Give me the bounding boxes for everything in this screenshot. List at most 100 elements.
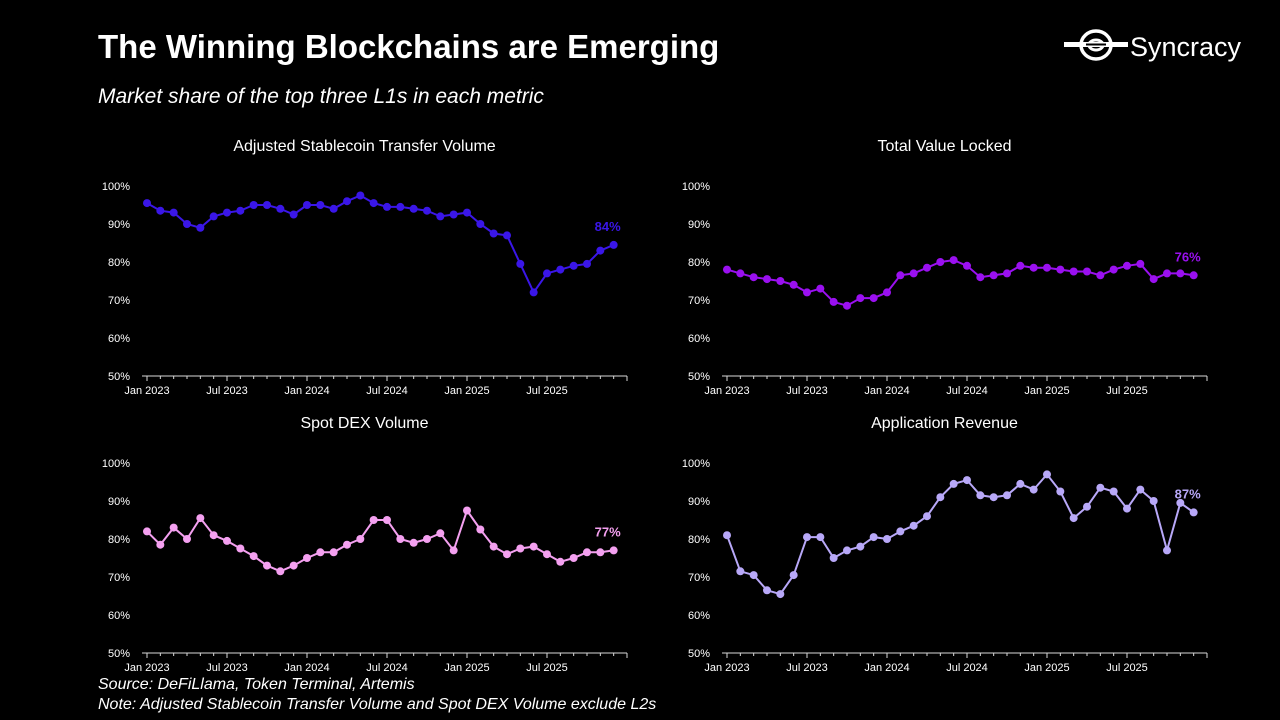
data-point [503, 231, 511, 240]
data-point [409, 204, 418, 213]
data-point [1083, 502, 1091, 511]
data-point [1029, 263, 1038, 272]
data-point [156, 206, 165, 215]
x-tick-label: Jul 2024 [946, 662, 988, 674]
data-point [476, 220, 485, 228]
data-point [423, 206, 431, 215]
data-point [803, 533, 811, 542]
y-tick-label: 80% [688, 534, 710, 546]
y-tick-label: 70% [688, 295, 710, 307]
data-point [476, 525, 485, 534]
x-tick-label: Jul 2024 [366, 662, 408, 674]
x-tick-label: Jul 2023 [786, 662, 828, 674]
y-tick-label: 90% [108, 496, 130, 508]
data-point [529, 542, 538, 551]
y-tick-label: 90% [688, 219, 710, 231]
data-point [763, 275, 771, 284]
y-tick-label: 60% [688, 333, 710, 345]
y-tick-label: 100% [102, 458, 130, 470]
data-point [1003, 491, 1011, 500]
data-point [196, 514, 205, 523]
chart-title: Spot DEX Volume [300, 415, 429, 432]
y-tick-label: 50% [108, 371, 130, 383]
data-point [356, 191, 365, 200]
page-title: The Winning Blockchains are Emerging [98, 28, 720, 65]
data-point [609, 546, 618, 555]
data-point [749, 273, 758, 282]
y-tick-label: 70% [108, 572, 130, 584]
data-point [583, 259, 591, 268]
data-point [303, 201, 311, 209]
data-point [316, 201, 325, 209]
data-point [396, 202, 405, 211]
data-point [776, 590, 785, 599]
data-point [143, 527, 151, 536]
data-point [816, 533, 825, 542]
y-tick-label: 60% [688, 610, 710, 622]
data-point [949, 479, 958, 488]
data-point [489, 229, 498, 238]
data-point [736, 269, 745, 278]
y-tick-label: 80% [688, 257, 710, 269]
y-tick-label: 70% [688, 572, 710, 584]
data-point [856, 542, 865, 551]
data-point [1189, 508, 1198, 517]
data-point [1003, 269, 1011, 278]
y-tick-label: 70% [108, 295, 130, 307]
y-tick-label: 100% [682, 181, 710, 193]
data-point [1176, 269, 1185, 278]
data-point [343, 197, 351, 206]
data-point [449, 546, 458, 555]
x-tick-label: Jul 2024 [946, 385, 988, 397]
data-point [883, 535, 891, 543]
data-point [543, 550, 551, 559]
data-point [463, 208, 471, 217]
data-point [143, 199, 151, 208]
data-point [183, 220, 191, 228]
data-point [776, 277, 785, 285]
x-tick-label: Jul 2023 [206, 662, 248, 674]
data-point [236, 544, 245, 553]
data-point [749, 571, 758, 580]
data-point [263, 201, 271, 209]
data-point [223, 536, 231, 545]
data-point [1043, 263, 1051, 272]
data-point [209, 531, 218, 540]
data-point [503, 550, 511, 559]
data-point [543, 269, 551, 278]
data-point [329, 204, 338, 213]
data-point [169, 523, 178, 532]
brand-logo: Syncracy [1062, 28, 1262, 68]
x-tick-label: Jan 2024 [284, 662, 329, 674]
x-tick-label: Jan 2023 [124, 385, 169, 397]
data-point [383, 202, 391, 211]
data-point [209, 212, 218, 221]
data-point [423, 535, 431, 543]
data-point [249, 552, 258, 561]
data-point [236, 206, 245, 215]
data-point [789, 280, 798, 289]
data-point [569, 554, 578, 562]
data-point [583, 548, 591, 557]
data-point [289, 210, 298, 219]
data-point [843, 546, 851, 555]
data-point [909, 269, 918, 278]
y-tick-label: 50% [108, 648, 130, 660]
data-point [356, 535, 365, 543]
data-point [883, 288, 891, 297]
data-point [1176, 498, 1185, 507]
data-point [343, 540, 351, 549]
data-point [516, 544, 525, 553]
data-point [369, 516, 378, 524]
x-tick-label: Jul 2025 [1106, 385, 1148, 397]
x-tick-label: Jul 2025 [1106, 662, 1148, 674]
data-point [1163, 546, 1171, 555]
x-tick-label: Jan 2025 [444, 662, 489, 674]
data-point [909, 521, 918, 530]
data-point [303, 554, 311, 562]
data-point [949, 256, 958, 265]
x-tick-label: Jan 2023 [124, 662, 169, 674]
data-point [156, 540, 165, 549]
chart-title: Adjusted Stablecoin Transfer Volume [233, 138, 496, 155]
data-point [923, 263, 931, 272]
